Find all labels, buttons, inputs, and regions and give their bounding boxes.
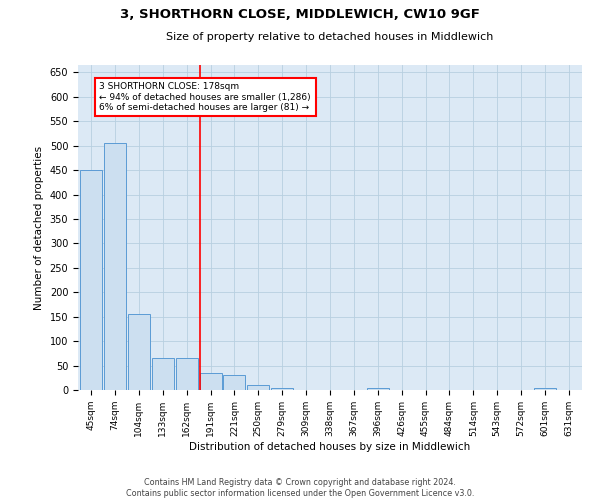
Y-axis label: Number of detached properties: Number of detached properties — [34, 146, 44, 310]
Text: 3 SHORTHORN CLOSE: 178sqm
← 94% of detached houses are smaller (1,286)
6% of sem: 3 SHORTHORN CLOSE: 178sqm ← 94% of detac… — [100, 82, 311, 112]
Bar — [128, 314, 150, 390]
Bar — [247, 385, 269, 390]
Bar — [200, 373, 221, 390]
Bar — [152, 358, 174, 390]
Bar — [80, 170, 102, 390]
Bar — [104, 143, 126, 390]
Bar — [367, 388, 389, 390]
Title: Size of property relative to detached houses in Middlewich: Size of property relative to detached ho… — [166, 32, 494, 42]
Text: 3, SHORTHORN CLOSE, MIDDLEWICH, CW10 9GF: 3, SHORTHORN CLOSE, MIDDLEWICH, CW10 9GF — [120, 8, 480, 20]
Bar — [223, 376, 245, 390]
Bar — [534, 388, 556, 390]
X-axis label: Distribution of detached houses by size in Middlewich: Distribution of detached houses by size … — [190, 442, 470, 452]
Bar — [176, 358, 197, 390]
Bar — [271, 388, 293, 390]
Text: Contains HM Land Registry data © Crown copyright and database right 2024.
Contai: Contains HM Land Registry data © Crown c… — [126, 478, 474, 498]
